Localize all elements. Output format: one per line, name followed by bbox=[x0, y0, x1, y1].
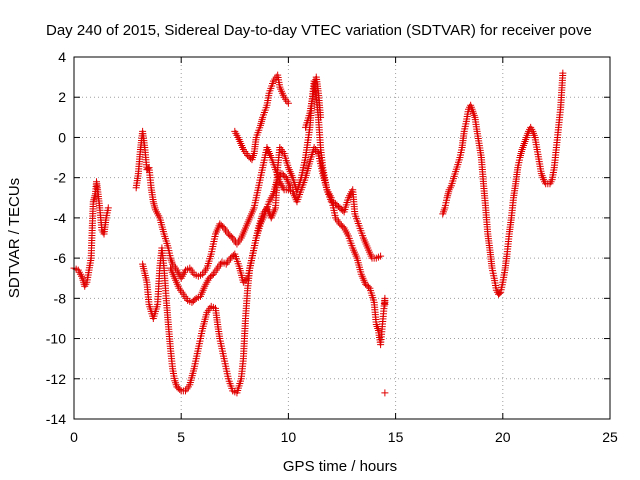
data-point bbox=[287, 184, 295, 192]
x-tick-label: 15 bbox=[388, 429, 404, 445]
y-tick-label: 4 bbox=[58, 49, 66, 65]
x-tick-label: 20 bbox=[495, 429, 511, 445]
series-arc-4 bbox=[166, 170, 295, 306]
series-arc-2 bbox=[132, 127, 385, 282]
chart-title: Day 240 of 2015, Sidereal Day-to-day VTE… bbox=[46, 22, 592, 39]
y-tick-label: 2 bbox=[58, 89, 66, 105]
data-point bbox=[364, 283, 372, 291]
grid-lines bbox=[74, 57, 610, 419]
data-point bbox=[144, 165, 152, 173]
axis-ticks: 0 5 10 15 20 25 -14 -12 -10 -8 -6 -4 -2 0 2 4 bbox=[46, 49, 618, 445]
series-arc-1 bbox=[70, 178, 112, 290]
y-axis-label: SDTVAR / TECUs bbox=[6, 178, 23, 298]
data-point bbox=[227, 233, 235, 241]
data-point bbox=[242, 276, 250, 284]
y-tick-label: -8 bbox=[54, 290, 67, 306]
series-arc-5 bbox=[231, 71, 292, 164]
data-series bbox=[70, 69, 567, 397]
data-point bbox=[559, 69, 567, 77]
data-point bbox=[496, 289, 504, 297]
x-tick-label: 5 bbox=[177, 429, 185, 445]
y-tick-label: -14 bbox=[46, 411, 66, 427]
data-point bbox=[104, 204, 112, 212]
y-tick-label: -6 bbox=[54, 250, 67, 266]
series-arc-8 bbox=[439, 69, 567, 298]
x-tick-label: 25 bbox=[602, 429, 618, 445]
data-point bbox=[317, 113, 325, 121]
series-arc-7 bbox=[381, 389, 389, 397]
x-axis-label: GPS time / hours bbox=[283, 458, 397, 475]
data-point bbox=[176, 386, 184, 394]
data-point bbox=[284, 99, 292, 107]
y-tick-label: -2 bbox=[54, 170, 67, 186]
data-point bbox=[381, 389, 389, 397]
y-tick-label: -10 bbox=[46, 331, 66, 347]
data-point bbox=[377, 252, 385, 260]
data-point bbox=[191, 296, 199, 304]
data-point bbox=[208, 272, 216, 280]
y-tick-label: -4 bbox=[54, 210, 67, 226]
x-tick-label: 0 bbox=[70, 429, 78, 445]
data-point bbox=[219, 223, 227, 231]
series-arc-3 bbox=[139, 77, 389, 397]
data-point bbox=[381, 300, 389, 308]
y-tick-label: -12 bbox=[46, 371, 66, 387]
series-arc-6 bbox=[302, 73, 325, 131]
y-tick-label: 0 bbox=[58, 129, 66, 145]
x-tick-label: 10 bbox=[281, 429, 297, 445]
plot-frame bbox=[73, 56, 611, 420]
